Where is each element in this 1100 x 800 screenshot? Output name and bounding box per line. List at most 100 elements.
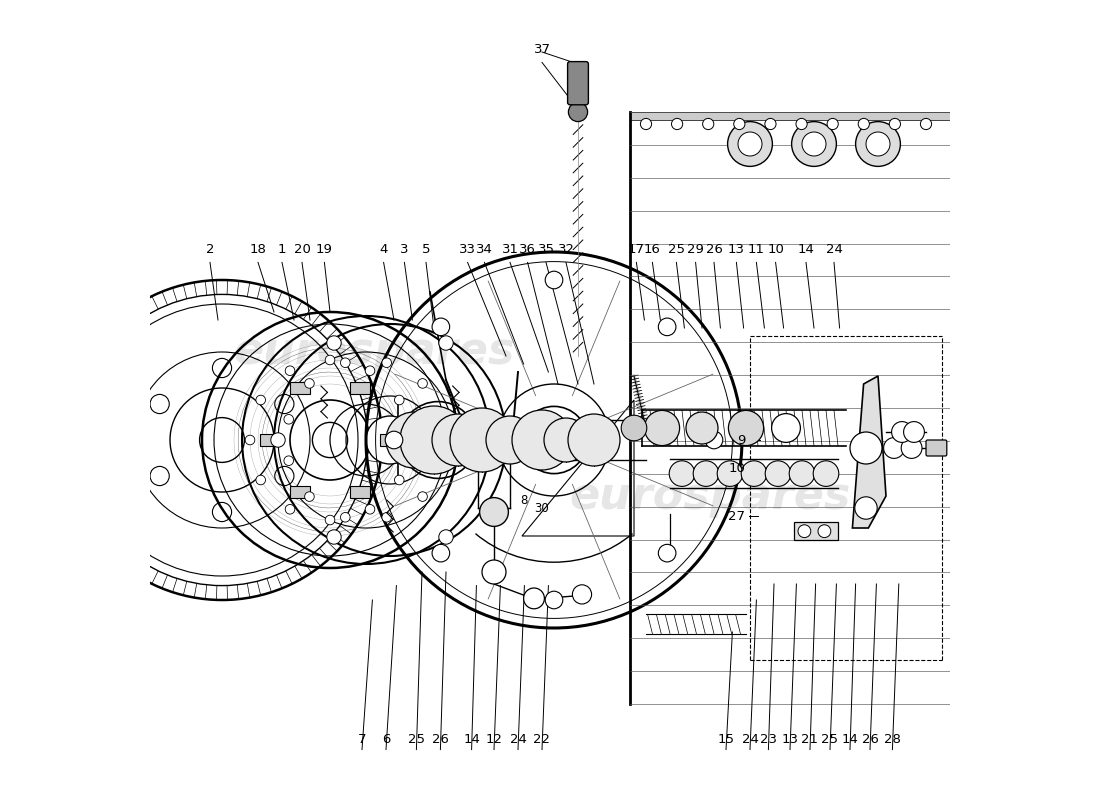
- FancyBboxPatch shape: [379, 434, 400, 446]
- Text: 37: 37: [534, 43, 550, 56]
- Text: 29: 29: [688, 243, 704, 256]
- Text: 36: 36: [519, 243, 536, 256]
- Circle shape: [883, 438, 904, 458]
- Circle shape: [544, 418, 588, 462]
- Text: 25: 25: [408, 733, 425, 746]
- Circle shape: [818, 525, 830, 538]
- Text: 5: 5: [421, 243, 430, 256]
- Text: 20: 20: [294, 243, 310, 256]
- Circle shape: [645, 410, 680, 446]
- Circle shape: [850, 432, 882, 464]
- Text: 33: 33: [459, 243, 476, 256]
- Circle shape: [903, 422, 924, 442]
- Text: eurospares: eurospares: [233, 330, 515, 374]
- Circle shape: [524, 588, 544, 609]
- Circle shape: [432, 544, 450, 562]
- Circle shape: [669, 461, 695, 486]
- Circle shape: [327, 530, 341, 544]
- Circle shape: [395, 475, 404, 485]
- Text: 23: 23: [760, 733, 777, 746]
- Text: eurospares: eurospares: [570, 474, 850, 518]
- Circle shape: [432, 318, 450, 336]
- Circle shape: [326, 355, 334, 365]
- FancyBboxPatch shape: [260, 434, 280, 446]
- Text: 32: 32: [558, 243, 574, 256]
- Text: 7: 7: [358, 733, 366, 746]
- Circle shape: [439, 336, 453, 350]
- Text: 3: 3: [400, 243, 409, 256]
- Circle shape: [858, 118, 869, 130]
- Circle shape: [727, 122, 772, 166]
- Circle shape: [271, 433, 285, 447]
- FancyBboxPatch shape: [350, 382, 371, 394]
- Circle shape: [382, 358, 392, 367]
- Circle shape: [400, 406, 468, 474]
- Text: 27: 27: [728, 510, 745, 522]
- Text: 31: 31: [502, 243, 518, 256]
- Circle shape: [705, 431, 723, 449]
- Circle shape: [439, 414, 448, 424]
- Circle shape: [546, 271, 563, 289]
- Text: 18: 18: [250, 243, 266, 256]
- Circle shape: [305, 492, 315, 502]
- Text: 10: 10: [728, 462, 745, 474]
- Text: 30: 30: [535, 502, 549, 515]
- FancyBboxPatch shape: [568, 62, 588, 105]
- Text: 24: 24: [741, 733, 758, 746]
- Circle shape: [495, 433, 509, 447]
- Circle shape: [766, 461, 791, 486]
- Circle shape: [703, 118, 714, 130]
- Circle shape: [771, 414, 801, 442]
- Circle shape: [693, 461, 718, 486]
- Circle shape: [512, 410, 572, 470]
- Circle shape: [686, 412, 718, 444]
- Text: 6: 6: [382, 733, 390, 746]
- Circle shape: [789, 461, 815, 486]
- Circle shape: [326, 515, 334, 525]
- Text: 13: 13: [728, 243, 745, 256]
- Circle shape: [305, 378, 315, 388]
- Text: 26: 26: [705, 243, 723, 256]
- Circle shape: [796, 118, 807, 130]
- Circle shape: [365, 505, 375, 514]
- Circle shape: [671, 118, 683, 130]
- Text: 17: 17: [628, 243, 645, 256]
- Circle shape: [827, 118, 838, 130]
- Circle shape: [341, 358, 350, 367]
- Circle shape: [418, 492, 428, 502]
- Text: 2: 2: [206, 243, 214, 256]
- Circle shape: [856, 122, 901, 166]
- Circle shape: [855, 497, 877, 519]
- Circle shape: [568, 414, 620, 466]
- Circle shape: [439, 530, 453, 544]
- Circle shape: [813, 461, 839, 486]
- Circle shape: [284, 414, 294, 424]
- Text: 1: 1: [277, 243, 286, 256]
- Circle shape: [284, 456, 294, 466]
- Circle shape: [450, 408, 514, 472]
- Circle shape: [658, 544, 675, 562]
- Text: 9: 9: [737, 434, 745, 446]
- Circle shape: [245, 435, 255, 445]
- Circle shape: [386, 412, 442, 468]
- Circle shape: [366, 416, 414, 464]
- Circle shape: [418, 378, 428, 388]
- Circle shape: [432, 414, 484, 466]
- Text: 16: 16: [644, 243, 661, 256]
- FancyBboxPatch shape: [289, 382, 310, 394]
- Text: 14: 14: [842, 733, 858, 746]
- Circle shape: [717, 461, 743, 486]
- Text: 22: 22: [534, 733, 550, 746]
- FancyBboxPatch shape: [794, 522, 838, 540]
- Circle shape: [275, 394, 294, 414]
- Circle shape: [546, 591, 563, 609]
- Circle shape: [285, 505, 295, 514]
- Text: 26: 26: [861, 733, 879, 746]
- Circle shape: [256, 395, 265, 405]
- FancyBboxPatch shape: [289, 486, 310, 498]
- Circle shape: [640, 118, 651, 130]
- Circle shape: [569, 102, 587, 122]
- Circle shape: [486, 416, 534, 464]
- Circle shape: [866, 132, 890, 156]
- Circle shape: [382, 513, 392, 522]
